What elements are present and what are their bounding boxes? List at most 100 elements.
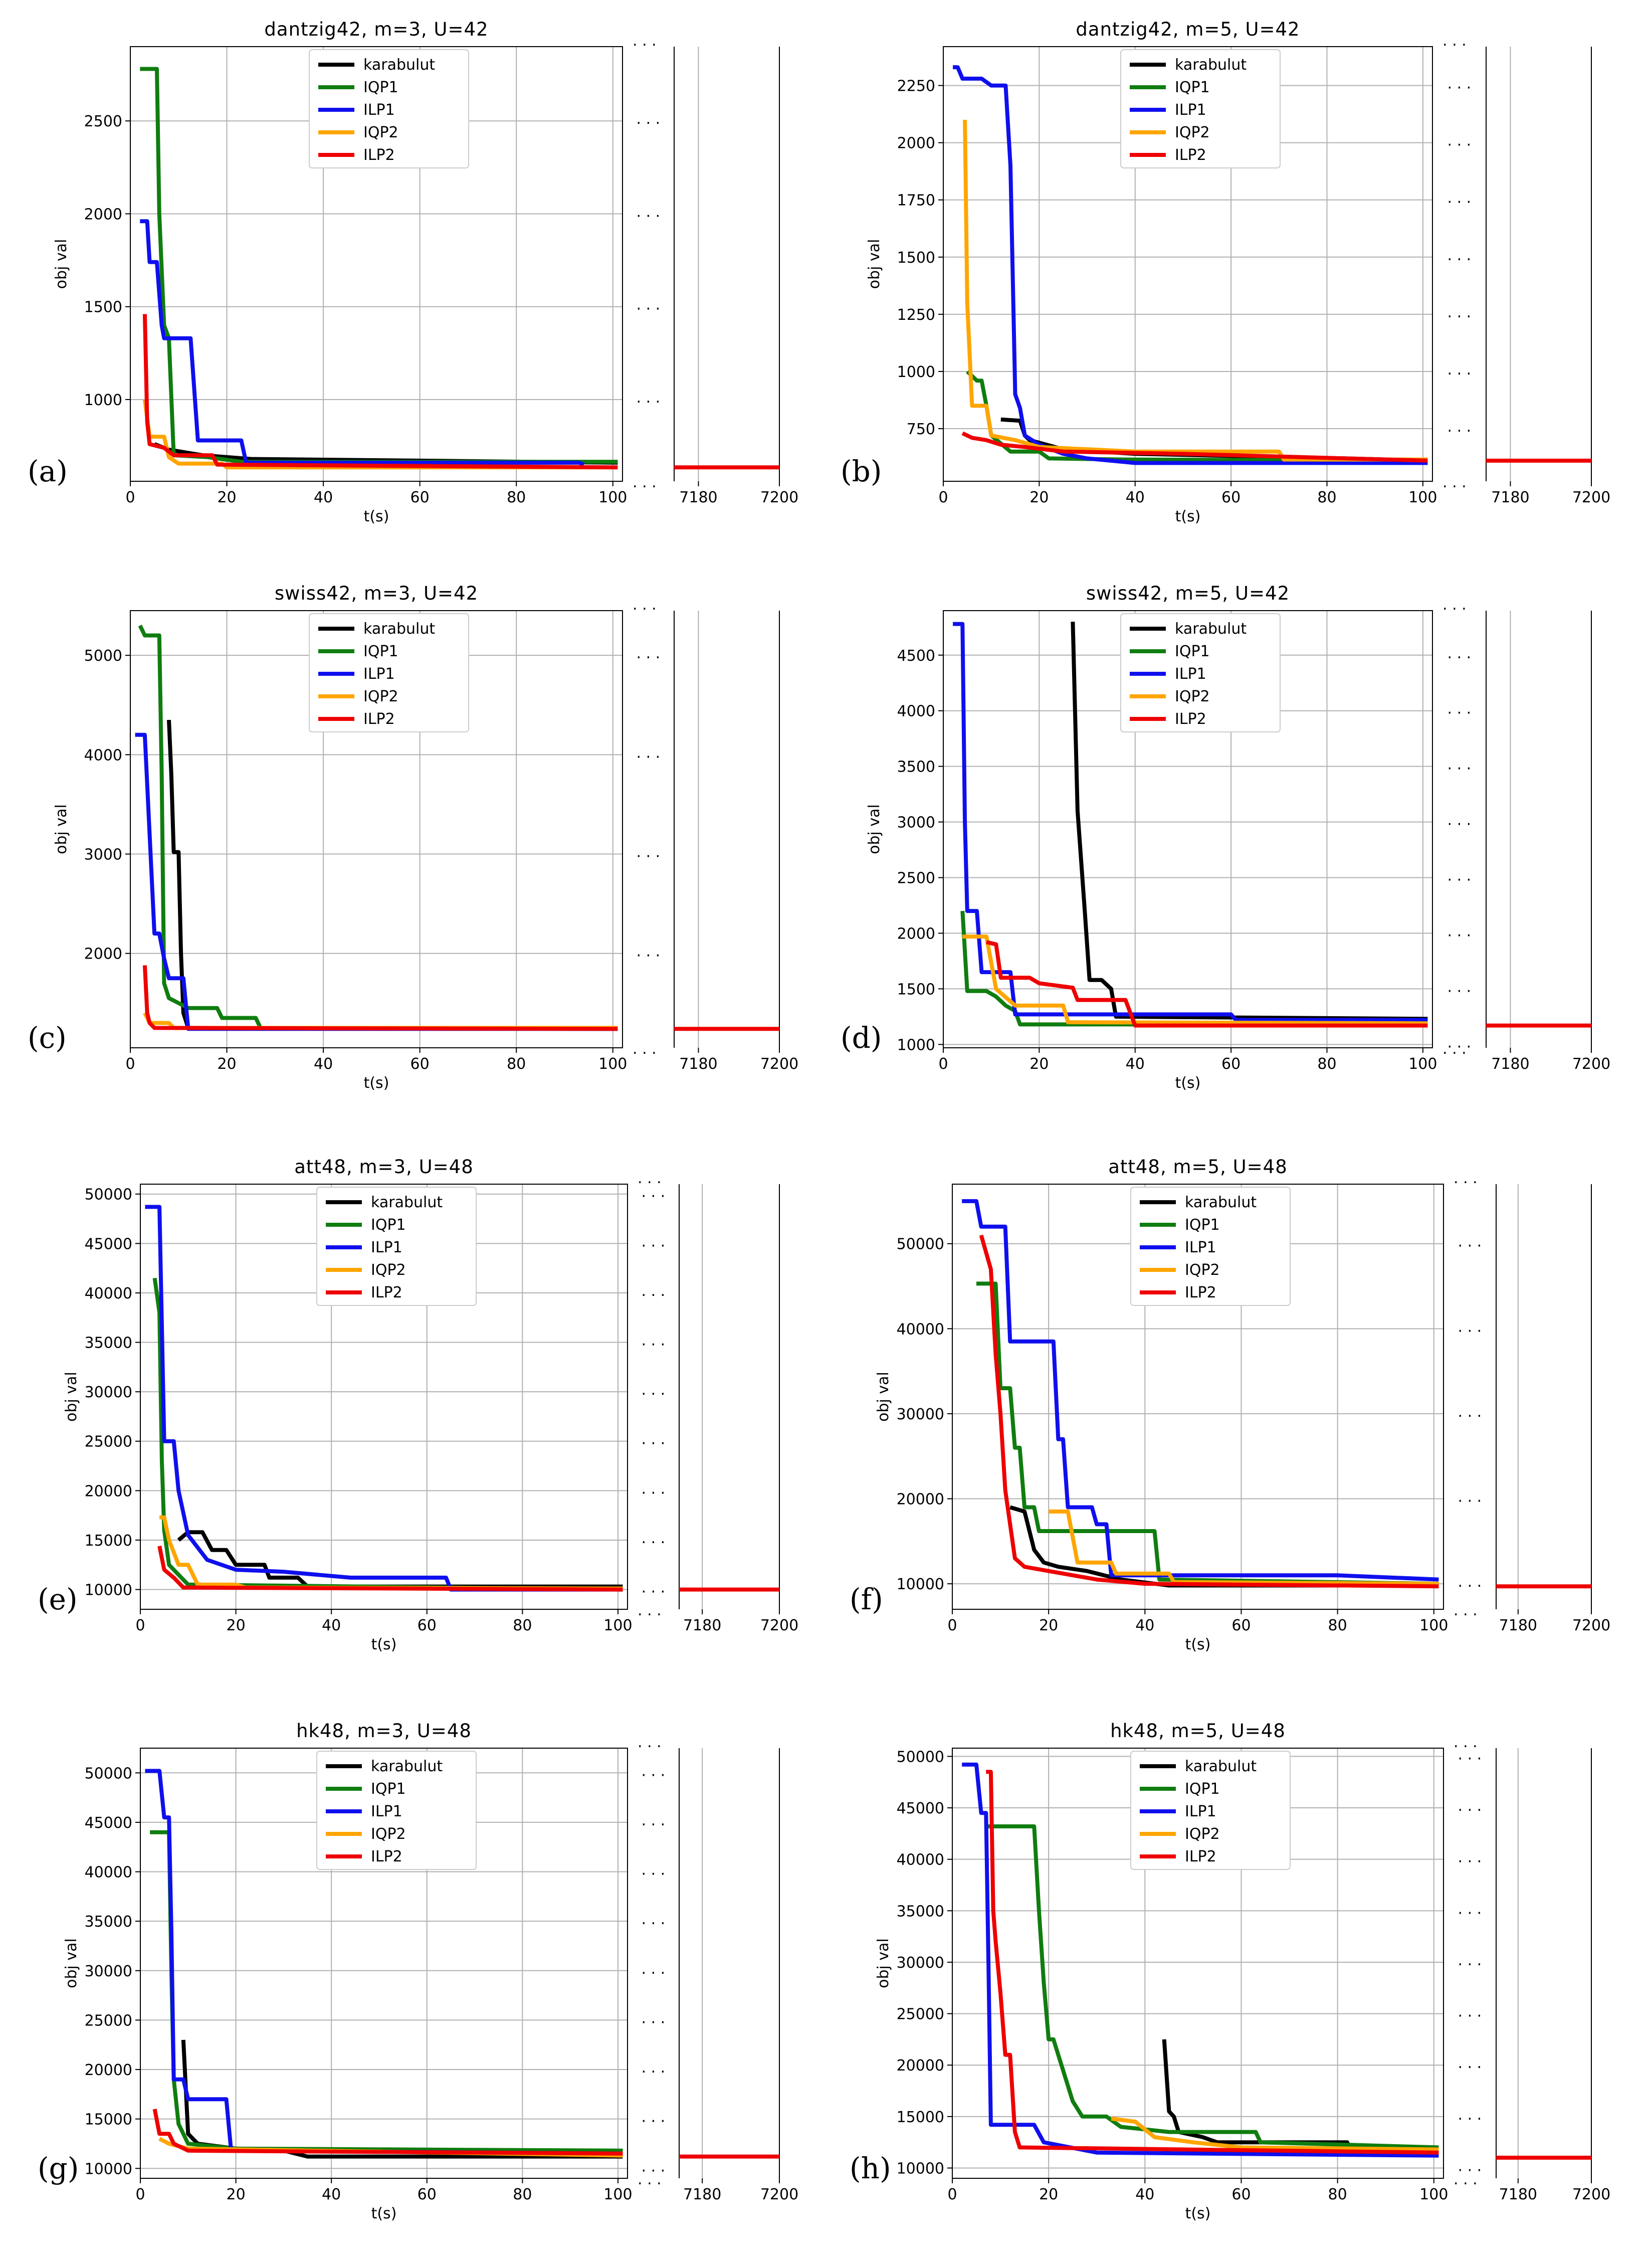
- panel-label: (e): [38, 1582, 78, 1616]
- axis-break-dots: . . .: [642, 1431, 666, 1448]
- axis-break-dots: . . .: [642, 2059, 666, 2077]
- axis-break-dots: . . .: [637, 844, 661, 861]
- y-tick-label: 1250: [897, 306, 935, 324]
- x-tick-label: 80: [1317, 489, 1336, 506]
- legend-box: [309, 613, 469, 732]
- x-axis-label: t(s): [371, 2205, 397, 2222]
- axis-break-dots: . . .: [1448, 700, 1472, 718]
- axis-break-dots: . . .: [642, 1233, 666, 1250]
- y-tick-label: 40000: [85, 1864, 132, 1882]
- y-tick-label: 2000: [84, 206, 122, 223]
- y-axis-label: obj val: [53, 804, 70, 854]
- axis-break-dots: . . .: [1458, 1233, 1482, 1251]
- x-tick-label: 40: [322, 2186, 341, 2203]
- x-tick-label-right: 7180: [683, 2186, 721, 2203]
- axis-break-dots: . . .: [1448, 812, 1472, 829]
- chart-title: dantzig42, m=5, U=42: [1076, 19, 1300, 40]
- axis-break-dots: . . .: [1448, 978, 1472, 996]
- y-tick-label: 4000: [84, 746, 122, 764]
- y-axis-label: obj val: [63, 1938, 80, 1988]
- x-tick-label: 100: [1408, 489, 1437, 506]
- legend-box: [1120, 613, 1281, 732]
- y-tick-label: 4500: [897, 647, 935, 665]
- axis-break-dots: . . .: [638, 1170, 662, 1187]
- x-tick-label-right: 7180: [1491, 489, 1529, 506]
- x-tick-label: 80: [1317, 1055, 1336, 1073]
- series-line-iqp2: [1111, 2116, 1439, 2152]
- y-tick-label: 3000: [897, 814, 935, 832]
- panel-label: (a): [28, 454, 68, 488]
- axis-break-dots: . . .: [1458, 1952, 1482, 1969]
- series-line-ilp1: [135, 732, 618, 1031]
- chart-title: hk48, m=3, U=48: [296, 1720, 472, 1742]
- axes-frame-left: [943, 610, 1433, 1048]
- x-tick-label: 80: [507, 489, 526, 506]
- x-tick-label: 100: [598, 1055, 627, 1073]
- axis-break-dots: . . .: [642, 1184, 666, 1201]
- axis-break-dots: . . .: [642, 1762, 666, 1780]
- axis-break-dots: . . .: [1448, 645, 1472, 662]
- y-tick-label: 1000: [84, 392, 122, 409]
- axis-break-dots: . . .: [637, 943, 661, 961]
- axis-break-dots: . . .: [642, 2109, 666, 2126]
- y-tick-label: 30000: [897, 1406, 944, 1423]
- y-tick-label: 1500: [897, 249, 935, 267]
- axes-frame-left: [140, 1184, 628, 1610]
- legend-label-iqp2: IQP2: [1185, 1261, 1220, 1279]
- y-axis-label: obj val: [875, 1938, 892, 1988]
- x-tick-label: 40: [1126, 489, 1145, 506]
- chart-panel-f: . . . . . . . . . . . . . . . . . . . . . 0 20 40…: [850, 1156, 1610, 1653]
- axis-break-dots: . . .: [1454, 2171, 1478, 2188]
- y-axis-label: obj val: [875, 1372, 892, 1422]
- x-axis-label: t(s): [364, 1074, 389, 1092]
- panel-label: (f): [850, 1582, 883, 1616]
- legend-box: [1130, 1751, 1291, 1870]
- axis-break-dots: . . .: [1458, 2157, 1482, 2175]
- x-axis-label: t(s): [1175, 1074, 1201, 1092]
- x-tick-label: 60: [1221, 489, 1241, 506]
- y-tick-label: 15000: [897, 2109, 944, 2126]
- y-tick-label: 2000: [897, 135, 935, 152]
- axis-break-dots: . . .: [1458, 1797, 1482, 1815]
- legend-label-ilp2: ILP2: [1185, 1284, 1216, 1301]
- y-tick-label: 1000: [897, 1036, 935, 1054]
- series-line-ilp2: [142, 314, 618, 470]
- x-tick-label-right: 7200: [1572, 489, 1610, 506]
- legend-label-ilp2: ILP2: [1175, 710, 1206, 728]
- axis-break-dots: . . .: [1448, 247, 1472, 264]
- legend: karabulut IQP1 ILP1 IQP2 ILP2: [1120, 613, 1281, 732]
- x-tick-label: 40: [314, 1055, 333, 1073]
- axis-break-dots: . . .: [1448, 867, 1472, 885]
- y-tick-label: 4000: [897, 703, 935, 720]
- y-tick-label: 20000: [85, 2061, 132, 2079]
- axis-break-dots: . . .: [1448, 418, 1472, 436]
- axis-break-dots: . . .: [642, 1911, 666, 1928]
- series-line-karabulut: [1162, 2039, 1439, 2155]
- axis-break-dots: . . .: [642, 1282, 666, 1300]
- series-line-ilp1: [145, 1205, 623, 1592]
- chart-panel-g: . . .. . .. . .. . .. . .. . .. . .. . .…: [38, 1720, 798, 2222]
- series-line-iqp2: [143, 1012, 618, 1030]
- y-tick-label: 35000: [85, 1335, 132, 1352]
- x-tick-label-right: 7180: [1499, 2186, 1537, 2203]
- x-axis-label: t(s): [1185, 1636, 1211, 1653]
- axes-frame-left: [140, 1748, 628, 2179]
- axis-break-dots: . . .: [1448, 1034, 1472, 1051]
- legend-label-karabulut: karabulut: [1185, 1758, 1257, 1775]
- legend-label-ilp2: ILP2: [363, 146, 395, 164]
- axis-break-dots: . . .: [633, 474, 657, 491]
- series-line-karabulut: [1071, 622, 1428, 1021]
- axis-break-dots: . . .: [642, 1812, 666, 1829]
- series-line-ilp1: [145, 1769, 623, 2156]
- axes-frame-left: [952, 1748, 1444, 2179]
- x-tick-label: 100: [603, 1617, 632, 1634]
- x-tick-label: 60: [418, 2186, 437, 2203]
- legend: karabulut IQP1 ILP1 IQP2 ILP2: [1130, 1751, 1291, 1870]
- y-tick-label: 25000: [897, 2006, 944, 2023]
- series-line-iqp1: [150, 1830, 623, 2153]
- legend-label-iqp2: IQP2: [1175, 124, 1210, 141]
- axis-break-dots: . . .: [1458, 1746, 1482, 1763]
- x-tick-label-right: 7200: [760, 1055, 798, 1073]
- series-line-iqp1: [152, 1277, 623, 1592]
